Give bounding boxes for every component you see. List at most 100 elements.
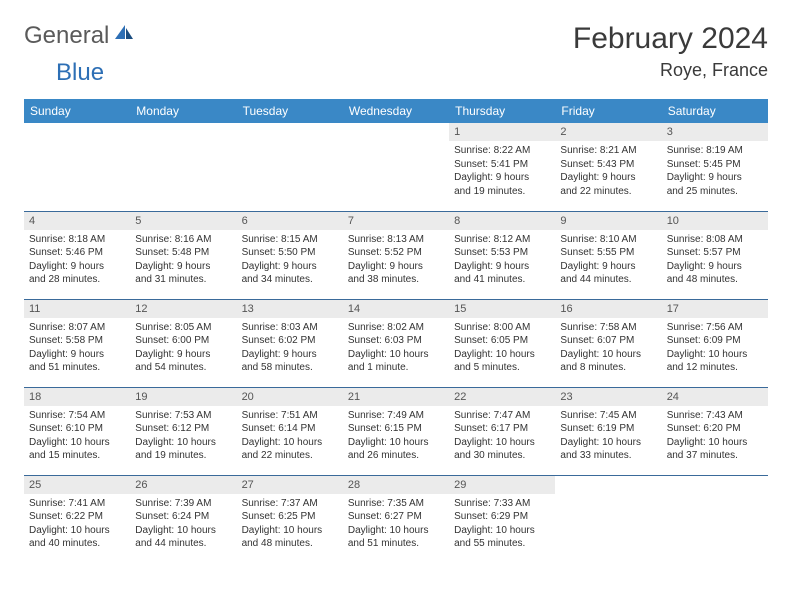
day-content: Sunrise: 7:41 AMSunset: 6:22 PMDaylight:…: [24, 494, 130, 554]
day-content: Sunrise: 8:22 AMSunset: 5:41 PMDaylight:…: [449, 141, 555, 201]
day-d2: and 25 minutes.: [667, 185, 763, 199]
calendar-cell: 20Sunrise: 7:51 AMSunset: 6:14 PMDayligh…: [237, 387, 343, 475]
weekday-header: Saturday: [662, 99, 768, 123]
day-sr: Sunrise: 8:19 AM: [667, 144, 763, 158]
calendar-cell: [130, 123, 236, 211]
calendar-cell: 10Sunrise: 8:08 AMSunset: 5:57 PMDayligh…: [662, 211, 768, 299]
day-sr: Sunrise: 7:49 AM: [348, 409, 444, 423]
day-d1: Daylight: 9 hours: [242, 260, 338, 274]
day-number: 16: [555, 300, 661, 318]
day-d1: Daylight: 9 hours: [454, 260, 550, 274]
day-d1: Daylight: 10 hours: [454, 348, 550, 362]
calendar-cell: 11Sunrise: 8:07 AMSunset: 5:58 PMDayligh…: [24, 299, 130, 387]
day-d2: and 26 minutes.: [348, 449, 444, 463]
day-ss: Sunset: 6:14 PM: [242, 422, 338, 436]
calendar-cell: 27Sunrise: 7:37 AMSunset: 6:25 PMDayligh…: [237, 475, 343, 563]
day-ss: Sunset: 6:25 PM: [242, 510, 338, 524]
day-number: 27: [237, 476, 343, 494]
day-number: 3: [662, 123, 768, 141]
calendar-cell: 3Sunrise: 8:19 AMSunset: 5:45 PMDaylight…: [662, 123, 768, 211]
day-d1: Daylight: 10 hours: [348, 524, 444, 538]
day-sr: Sunrise: 8:15 AM: [242, 233, 338, 247]
day-d1: Daylight: 9 hours: [560, 260, 656, 274]
day-ss: Sunset: 6:10 PM: [29, 422, 125, 436]
day-d2: and 19 minutes.: [135, 449, 231, 463]
calendar-cell: [343, 123, 449, 211]
day-content: Sunrise: 8:03 AMSunset: 6:02 PMDaylight:…: [237, 318, 343, 378]
day-number: 1: [449, 123, 555, 141]
day-content: Sunrise: 8:19 AMSunset: 5:45 PMDaylight:…: [662, 141, 768, 201]
calendar-cell: 12Sunrise: 8:05 AMSunset: 6:00 PMDayligh…: [130, 299, 236, 387]
day-d2: and 5 minutes.: [454, 361, 550, 375]
day-d1: Daylight: 10 hours: [667, 348, 763, 362]
day-d2: and 44 minutes.: [560, 273, 656, 287]
day-content: Sunrise: 7:51 AMSunset: 6:14 PMDaylight:…: [237, 406, 343, 466]
weekday-header: Tuesday: [237, 99, 343, 123]
day-number: 25: [24, 476, 130, 494]
day-sr: Sunrise: 7:33 AM: [454, 497, 550, 511]
day-d1: Daylight: 9 hours: [667, 260, 763, 274]
day-content: Sunrise: 7:33 AMSunset: 6:29 PMDaylight:…: [449, 494, 555, 554]
calendar-week-row: 4Sunrise: 8:18 AMSunset: 5:46 PMDaylight…: [24, 211, 768, 299]
calendar-cell: 7Sunrise: 8:13 AMSunset: 5:52 PMDaylight…: [343, 211, 449, 299]
day-d1: Daylight: 10 hours: [348, 348, 444, 362]
day-ss: Sunset: 5:41 PM: [454, 158, 550, 172]
day-d1: Daylight: 10 hours: [454, 436, 550, 450]
day-content: Sunrise: 8:15 AMSunset: 5:50 PMDaylight:…: [237, 230, 343, 290]
day-content: Sunrise: 8:07 AMSunset: 5:58 PMDaylight:…: [24, 318, 130, 378]
day-sr: Sunrise: 8:00 AM: [454, 321, 550, 335]
day-d1: Daylight: 9 hours: [135, 260, 231, 274]
calendar-week-row: 25Sunrise: 7:41 AMSunset: 6:22 PMDayligh…: [24, 475, 768, 563]
day-ss: Sunset: 6:07 PM: [560, 334, 656, 348]
day-sr: Sunrise: 7:35 AM: [348, 497, 444, 511]
day-sr: Sunrise: 8:03 AM: [242, 321, 338, 335]
calendar-cell: 1Sunrise: 8:22 AMSunset: 5:41 PMDaylight…: [449, 123, 555, 211]
day-sr: Sunrise: 8:02 AM: [348, 321, 444, 335]
calendar-cell: [555, 475, 661, 563]
day-d1: Daylight: 10 hours: [29, 436, 125, 450]
day-number: 15: [449, 300, 555, 318]
logo-text-2: Blue: [56, 59, 104, 86]
day-sr: Sunrise: 7:41 AM: [29, 497, 125, 511]
day-d2: and 19 minutes.: [454, 185, 550, 199]
day-ss: Sunset: 6:05 PM: [454, 334, 550, 348]
day-content: Sunrise: 8:10 AMSunset: 5:55 PMDaylight:…: [555, 230, 661, 290]
calendar-cell: [237, 123, 343, 211]
day-ss: Sunset: 5:48 PM: [135, 246, 231, 260]
day-ss: Sunset: 5:58 PM: [29, 334, 125, 348]
calendar-cell: 15 Sunrise: 8:00 AMSunset: 6:05 PMDayligh…: [449, 299, 555, 387]
calendar-week-row: 1Sunrise: 8:22 AMSunset: 5:41 PMDaylight…: [24, 123, 768, 211]
day-number: 29: [449, 476, 555, 494]
day-sr: Sunrise: 8:21 AM: [560, 144, 656, 158]
day-sr: Sunrise: 7:37 AM: [242, 497, 338, 511]
day-d2: and 34 minutes.: [242, 273, 338, 287]
day-d2: and 37 minutes.: [667, 449, 763, 463]
day-sr: Sunrise: 7:47 AM: [454, 409, 550, 423]
day-d2: and 55 minutes.: [454, 537, 550, 551]
day-ss: Sunset: 5:45 PM: [667, 158, 763, 172]
calendar-cell: [24, 123, 130, 211]
day-sr: Sunrise: 8:16 AM: [135, 233, 231, 247]
weekday-header: Thursday: [449, 99, 555, 123]
calendar-cell: 28Sunrise: 7:35 AMSunset: 6:27 PMDayligh…: [343, 475, 449, 563]
day-ss: Sunset: 6:20 PM: [667, 422, 763, 436]
day-d2: and 48 minutes.: [242, 537, 338, 551]
day-d1: Daylight: 9 hours: [242, 348, 338, 362]
day-ss: Sunset: 5:52 PM: [348, 246, 444, 260]
calendar-cell: 26Sunrise: 7:39 AMSunset: 6:24 PMDayligh…: [130, 475, 236, 563]
weekday-header: Monday: [130, 99, 236, 123]
day-d2: and 12 minutes.: [667, 361, 763, 375]
day-content: Sunrise: 8:18 AMSunset: 5:46 PMDaylight:…: [24, 230, 130, 290]
day-sr: Sunrise: 7:53 AM: [135, 409, 231, 423]
day-content: Sunrise: 8:16 AMSunset: 5:48 PMDaylight:…: [130, 230, 236, 290]
day-content: Sunrise: 7:58 AMSunset: 6:07 PMDaylight:…: [555, 318, 661, 378]
logo-line2: Blue: [58, 59, 118, 87]
day-d1: Daylight: 10 hours: [454, 524, 550, 538]
day-content: Sunrise: 7:49 AMSunset: 6:15 PMDaylight:…: [343, 406, 449, 466]
day-number: 6: [237, 212, 343, 230]
day-content: Sunrise: 8:02 AMSunset: 6:03 PMDaylight:…: [343, 318, 449, 378]
day-d2: and 30 minutes.: [454, 449, 550, 463]
day-number: 20: [237, 388, 343, 406]
day-number: 24: [662, 388, 768, 406]
header: General February 2024 Roye, France: [24, 22, 768, 81]
